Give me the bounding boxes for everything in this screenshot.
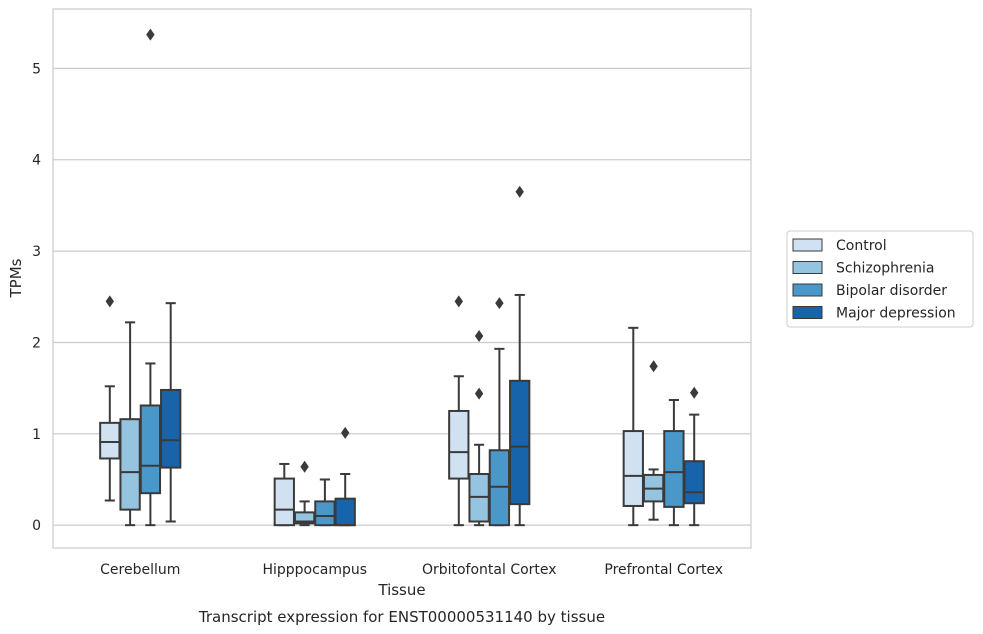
outlier-point [146, 28, 155, 41]
outlier-point [515, 185, 524, 198]
box-major-depression-3 [683, 386, 705, 527]
box-iqr [119, 418, 141, 511]
x-tick-label: Prefrontal Cortex [604, 562, 723, 578]
box-iqr [99, 421, 121, 460]
box-iqr [509, 379, 531, 506]
y-tick-label: 5 [32, 61, 41, 77]
box-iqr [314, 500, 336, 527]
box-bipolar-disorder-1 [314, 478, 336, 527]
legend-swatch [792, 306, 823, 319]
box-major-depression-1 [334, 426, 356, 527]
legend-item: Bipolar disorder [792, 283, 947, 299]
y-tick-label: 3 [32, 244, 41, 260]
box-iqr [622, 430, 644, 507]
x-tick-label: Hipppocampus [262, 562, 367, 578]
legend-label: Schizophrenia [836, 261, 934, 277]
box-iqr [273, 477, 295, 527]
outlier-point [454, 295, 463, 308]
outlier-point [341, 426, 350, 439]
y-tick-label: 1 [32, 427, 41, 443]
legend-swatch [792, 261, 823, 274]
box-iqr [683, 460, 705, 505]
x-tick-label: Cerebellum [100, 562, 180, 578]
box-iqr [663, 430, 685, 508]
y-tick-label: 4 [32, 153, 41, 169]
y-tick-label: 2 [32, 335, 41, 351]
x-tick-label: Orbitofontal Cortex [422, 562, 557, 578]
legend-item: Schizophrenia [792, 261, 934, 277]
box-control-1 [273, 462, 295, 527]
box-iqr [448, 409, 470, 480]
outlier-point [649, 360, 658, 373]
outlier-point [105, 295, 114, 308]
legend: Control Schizophrenia Bipolar disorder Majo… [786, 230, 974, 328]
legend-label: Major depression [836, 306, 956, 322]
y-tick-labels: 0 1 2 3 4 5 [32, 61, 41, 534]
box-bipolar-disorder-2 [488, 297, 511, 527]
box-schizophrenia-3 [642, 360, 665, 521]
x-tick-labels: Cerebellum Hipppocampus Orbitofontal Corte… [100, 562, 723, 578]
legend-label: Control [836, 238, 887, 254]
outlier-point [474, 330, 484, 343]
box-control-2 [448, 295, 470, 527]
box-control-0 [99, 295, 121, 502]
box-schizophrenia-0 [119, 321, 141, 527]
box-iqr [160, 388, 182, 469]
outlier-point [474, 387, 484, 400]
box-major-depression-0 [160, 302, 182, 523]
outlier-point [300, 460, 309, 473]
legend-frame [786, 230, 974, 328]
plot-area-frame [52, 8, 752, 549]
x-axis-title: Tissue [377, 581, 425, 599]
boxes [99, 28, 705, 527]
legend-swatch [792, 238, 823, 252]
outlier-point [495, 297, 504, 310]
legend-item: Major depression [792, 306, 956, 322]
box-schizophrenia-2 [468, 330, 490, 527]
box-iqr [334, 497, 356, 527]
box-control-3 [622, 326, 644, 527]
box-major-depression-2 [509, 185, 531, 527]
box-bipolar-disorder-3 [663, 399, 685, 527]
box-schizophrenia-1 [293, 460, 316, 527]
box-bipolar-disorder-0 [139, 28, 162, 527]
y-tick-label: 0 [32, 518, 41, 534]
y-axis-title: TPMs [7, 258, 25, 298]
legend-label: Bipolar disorder [836, 283, 947, 299]
legend-swatch [792, 283, 823, 297]
box-iqr [139, 404, 162, 495]
legend-item: Control [792, 238, 887, 254]
chart-caption: Transcript expression for ENST0000053114… [198, 608, 605, 626]
outlier-point [690, 386, 699, 399]
